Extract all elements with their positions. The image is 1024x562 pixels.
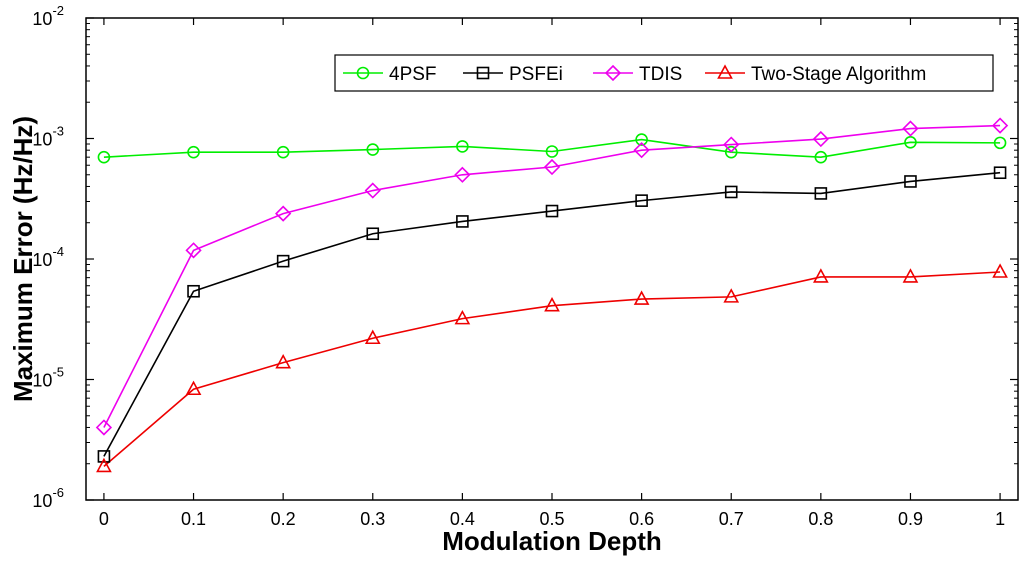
legend-label: 4PSF (389, 64, 437, 85)
plot-area (85, 17, 1019, 501)
data-point (814, 150, 828, 164)
data-point (545, 204, 559, 218)
data-point (545, 145, 559, 158)
data-point (543, 158, 561, 176)
legend-swatch-marker (717, 64, 733, 79)
x-tick-label: 0.1 (181, 509, 206, 529)
data-point (635, 133, 648, 146)
legend-swatch-marker (356, 66, 370, 80)
data-point (813, 268, 829, 283)
data-point (992, 263, 1008, 278)
x-tick-label: 0.8 (808, 509, 833, 529)
data-point (991, 117, 1009, 134)
data-point (454, 166, 471, 183)
series-line (103, 124, 1001, 428)
data-point (97, 450, 111, 463)
data-point (366, 143, 380, 156)
data-point (814, 187, 828, 200)
data-point (364, 329, 381, 345)
series-markers (95, 117, 1009, 473)
legend-label: PSFEi (509, 64, 563, 85)
y-tick-label: 10-5 (32, 365, 64, 391)
data-point (276, 145, 290, 159)
x-tick-label: 0.3 (360, 509, 385, 529)
y-tick-label: 10-4 (32, 244, 64, 270)
data-point (904, 135, 917, 149)
data-point (993, 166, 1007, 180)
legend-swatch-marker (604, 64, 622, 82)
x-tick-label: 0.5 (539, 509, 564, 529)
data-point (904, 175, 917, 188)
series-line (103, 138, 1001, 158)
x-tick-label: 0.6 (629, 509, 654, 529)
x-tick-label: 0.2 (271, 509, 296, 529)
data-point (97, 150, 111, 164)
data-point (456, 215, 469, 228)
data-point (456, 140, 469, 153)
x-tick-label: 0.9 (898, 509, 923, 529)
data-point (275, 205, 292, 222)
legend: 4PSF PSFEi TDIS Two-Stage Algorithm (334, 54, 994, 92)
x-tick-label: 0.7 (719, 509, 744, 529)
data-point (187, 284, 200, 298)
legend-label: Two-Stage Algorithm (751, 64, 926, 85)
x-tick-label: 1 (995, 509, 1005, 529)
data-point (364, 182, 381, 199)
data-point (187, 145, 200, 159)
legend-swatch-marker (476, 66, 490, 80)
legend-label: TDIS (639, 64, 682, 85)
x-axis-title: Modulation Depth (442, 526, 662, 556)
y-tick-label: 10-3 (32, 124, 64, 150)
data-point (635, 194, 648, 207)
data-point (96, 457, 112, 473)
y-tick-label: 10-2 (32, 3, 64, 29)
axis-ticks: 0 0.1 0.2 0.3 0.4 0.5 0.6 0.7 0.8 0.9 1 10-6 10-5 10-… (32, 3, 1018, 529)
data-point (454, 309, 471, 325)
data-point (276, 254, 290, 268)
data-point (95, 419, 113, 436)
data-point (993, 136, 1007, 150)
series-line (103, 171, 1001, 457)
data-point (366, 227, 380, 241)
series-line (103, 271, 1001, 468)
data-point (633, 290, 650, 305)
series-lines (103, 124, 1001, 468)
data-point (275, 353, 291, 369)
y-tick-label: 10-6 (32, 485, 64, 511)
data-point (723, 136, 740, 153)
data-point (185, 242, 202, 259)
x-tick-label: 0.4 (450, 509, 475, 529)
data-point (812, 130, 829, 148)
data-point (902, 268, 919, 283)
legend-box (334, 54, 994, 92)
data-point (544, 296, 560, 312)
data-point (902, 120, 919, 137)
data-point (185, 380, 202, 396)
x-tick-label: 0 (99, 509, 109, 529)
data-point (724, 145, 738, 159)
y-axis-title: Maximum Error (Hz/Hz) (8, 116, 38, 402)
data-point (633, 142, 650, 159)
data-point (723, 288, 740, 303)
data-point (724, 185, 738, 199)
